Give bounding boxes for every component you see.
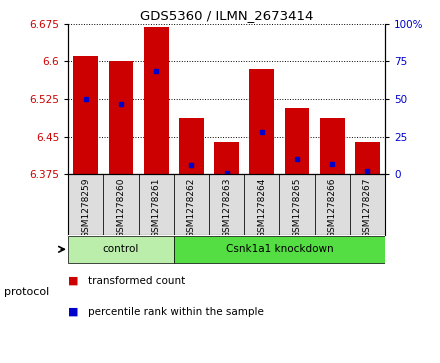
- Bar: [68, 175, 103, 235]
- Bar: [144, 27, 169, 175]
- Text: percentile rank within the sample: percentile rank within the sample: [88, 307, 264, 317]
- Bar: [68, 236, 174, 264]
- Text: GSM1278262: GSM1278262: [187, 178, 196, 238]
- Text: GSM1278264: GSM1278264: [257, 178, 266, 238]
- Bar: [355, 142, 380, 175]
- Bar: [174, 175, 209, 235]
- Text: transformed count: transformed count: [88, 276, 185, 286]
- Text: ■: ■: [68, 307, 79, 317]
- Text: GSM1278266: GSM1278266: [328, 178, 337, 238]
- Bar: [244, 175, 279, 235]
- Text: protocol: protocol: [4, 287, 50, 297]
- Bar: [320, 118, 345, 175]
- Text: GSM1278263: GSM1278263: [222, 178, 231, 238]
- Text: GSM1278261: GSM1278261: [152, 178, 161, 238]
- Text: GSM1278260: GSM1278260: [117, 178, 125, 238]
- Text: GSM1278259: GSM1278259: [81, 178, 90, 238]
- Bar: [109, 61, 133, 175]
- Bar: [249, 69, 274, 175]
- Text: GSM1278265: GSM1278265: [293, 178, 301, 238]
- Bar: [179, 118, 204, 175]
- Title: GDS5360 / ILMN_2673414: GDS5360 / ILMN_2673414: [140, 9, 313, 23]
- Text: Csnk1a1 knockdown: Csnk1a1 knockdown: [226, 244, 333, 254]
- Bar: [139, 175, 174, 235]
- Bar: [103, 175, 139, 235]
- Bar: [350, 175, 385, 235]
- Text: ■: ■: [68, 276, 79, 286]
- Bar: [214, 142, 239, 175]
- Bar: [285, 107, 309, 175]
- Bar: [209, 175, 244, 235]
- Bar: [315, 175, 350, 235]
- Text: control: control: [103, 244, 139, 254]
- Bar: [73, 56, 98, 175]
- Bar: [279, 175, 315, 235]
- Text: GSM1278267: GSM1278267: [363, 178, 372, 238]
- Bar: [174, 236, 385, 264]
